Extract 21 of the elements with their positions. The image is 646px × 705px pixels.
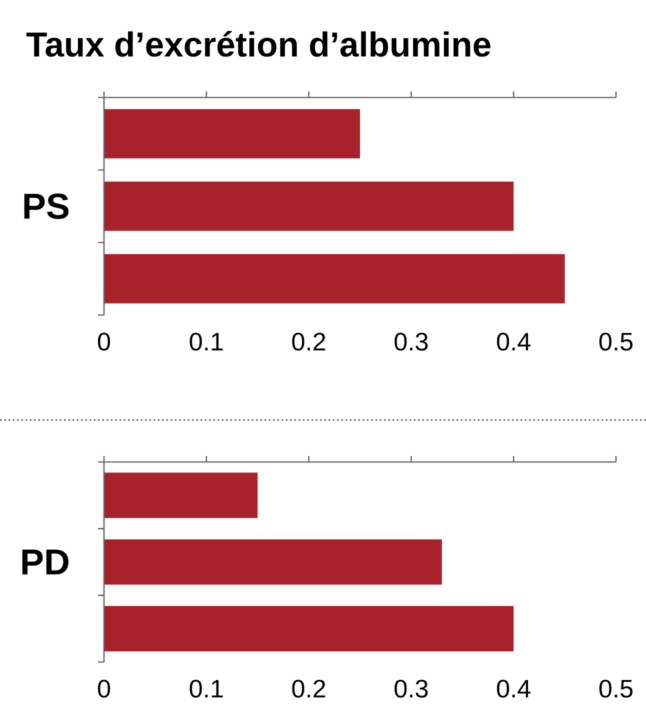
x-tick-label: 0 (98, 332, 110, 351)
x-tick-label: 0.5 (599, 680, 633, 698)
x-tick-label: 0.3 (394, 680, 428, 698)
bar (104, 182, 514, 231)
x-tick-label: 0.3 (394, 332, 428, 351)
x-tick-label: 0.5 (599, 332, 633, 351)
bar (104, 254, 565, 304)
x-tick-label: 0.2 (292, 332, 326, 351)
x-tick-label: 0.1 (190, 680, 223, 698)
bar (104, 109, 360, 158)
x-tick-label: 0 (98, 680, 110, 698)
y-axis-title: PS (24, 194, 69, 219)
bar (104, 472, 258, 518)
x-tick-label: 0.4 (496, 332, 530, 351)
chart-title: Taux d’excrétion d’albumine (26, 31, 490, 57)
x-tick-label: 0.4 (496, 680, 530, 698)
bar (104, 539, 442, 585)
y-axis-title: PD (22, 550, 68, 574)
x-tick-label: 0.1 (190, 332, 223, 351)
bar (104, 606, 514, 652)
x-tick-label: 0.2 (292, 680, 326, 698)
